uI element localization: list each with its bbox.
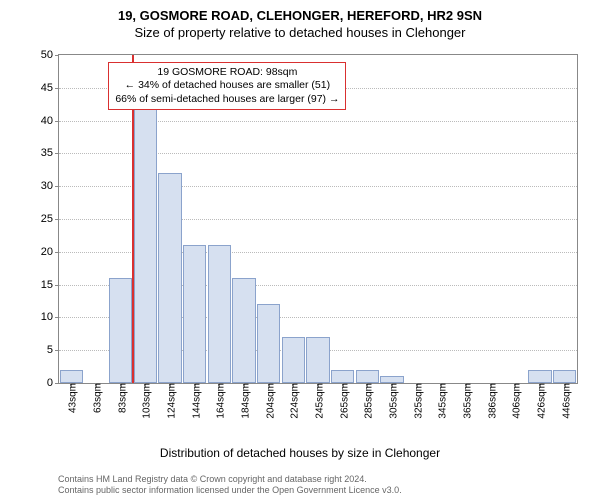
ytick-label: 45 — [41, 82, 59, 94]
xtick-label: 446sqm — [557, 383, 572, 419]
xtick-label: 164sqm — [212, 383, 227, 419]
histogram-bar — [208, 245, 231, 383]
xtick-label: 365sqm — [459, 383, 474, 419]
histogram-bar — [553, 370, 576, 383]
annotation-box: 19 GOSMORE ROAD: 98sqm← 34% of detached … — [108, 62, 346, 111]
footer-attribution: Contains HM Land Registry data © Crown c… — [58, 474, 402, 496]
xtick-label: 406sqm — [508, 383, 523, 419]
histogram-bar — [528, 370, 551, 383]
page-subtitle: Size of property relative to detached ho… — [0, 23, 600, 40]
ytick-label: 10 — [41, 311, 59, 323]
footer-line: Contains HM Land Registry data © Crown c… — [58, 474, 402, 485]
xtick-label: 83sqm — [113, 383, 128, 413]
histogram-bar — [257, 304, 280, 383]
xtick-label: 245sqm — [311, 383, 326, 419]
xtick-label: 426sqm — [533, 383, 548, 419]
xtick-label: 386sqm — [483, 383, 498, 419]
xtick-label: 63sqm — [89, 383, 104, 413]
ytick-label: 40 — [41, 115, 59, 127]
ytick-label: 20 — [41, 246, 59, 258]
histogram-bar — [306, 337, 329, 383]
xtick-label: 43sqm — [64, 383, 79, 413]
xtick-label: 285sqm — [360, 383, 375, 419]
ytick-label: 5 — [47, 344, 59, 356]
histogram-bar — [356, 370, 379, 383]
xtick-label: 204sqm — [261, 383, 276, 419]
histogram-bar — [282, 337, 305, 383]
ytick-label: 50 — [41, 49, 59, 61]
xtick-label: 265sqm — [335, 383, 350, 419]
ytick-label: 30 — [41, 180, 59, 192]
annotation-line: 66% of semi-detached houses are larger (… — [115, 93, 339, 107]
ytick-label: 25 — [41, 213, 59, 225]
ytick-label: 35 — [41, 147, 59, 159]
xtick-label: 325sqm — [409, 383, 424, 419]
histogram-bar — [158, 173, 181, 383]
annotation-line: 19 GOSMORE ROAD: 98sqm — [115, 66, 339, 80]
histogram-bar — [183, 245, 206, 383]
ytick-label: 15 — [41, 279, 59, 291]
xtick-label: 305sqm — [385, 383, 400, 419]
annotation-line: ← 34% of detached houses are smaller (51… — [115, 79, 339, 93]
xtick-label: 224sqm — [286, 383, 301, 419]
xtick-label: 144sqm — [187, 383, 202, 419]
histogram-bar — [60, 370, 83, 383]
xtick-label: 124sqm — [163, 383, 178, 419]
xtick-label: 103sqm — [138, 383, 153, 419]
histogram-bar — [232, 278, 255, 383]
xtick-label: 345sqm — [434, 383, 449, 419]
xtick-label: 184sqm — [237, 383, 252, 419]
histogram-bar — [109, 278, 132, 383]
histogram-bar — [134, 88, 157, 383]
histogram-bar — [331, 370, 354, 383]
ytick-label: 0 — [47, 377, 59, 389]
x-axis-label: Distribution of detached houses by size … — [0, 446, 600, 460]
chart-container: Number of detached properties 0510152025… — [0, 44, 600, 464]
footer-line: Contains public sector information licen… — [58, 485, 402, 496]
page-title: 19, GOSMORE ROAD, CLEHONGER, HEREFORD, H… — [0, 0, 600, 23]
plot-area: 0510152025303540455043sqm63sqm83sqm103sq… — [58, 54, 578, 384]
